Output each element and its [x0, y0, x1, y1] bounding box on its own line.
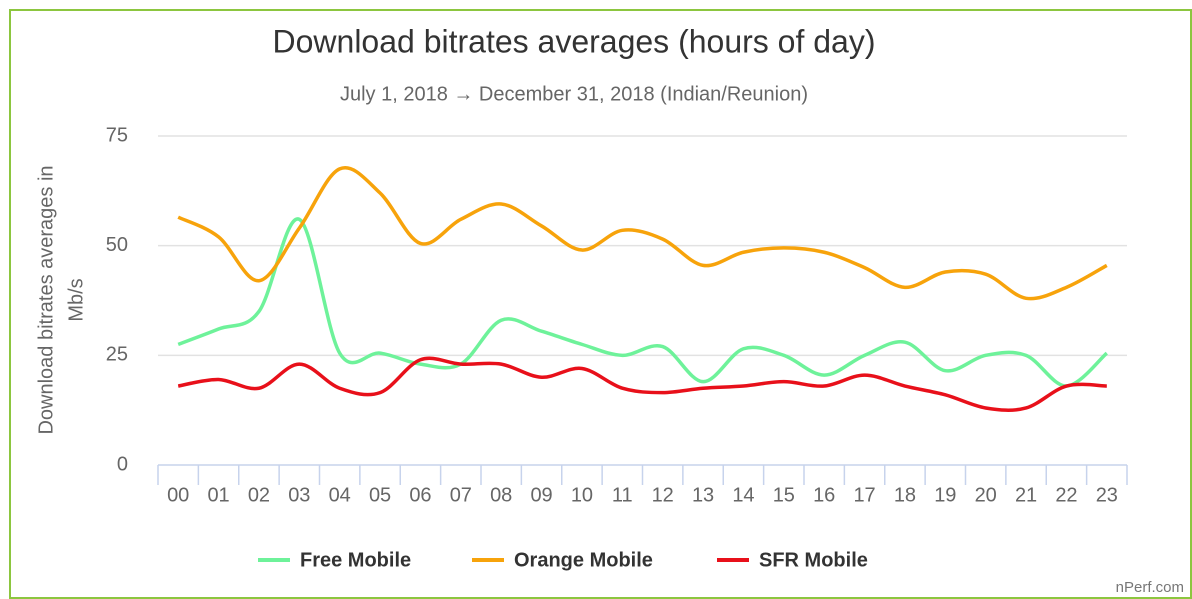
y-tick-label: 25 — [106, 344, 128, 366]
x-tick-label: 23 — [1096, 484, 1118, 506]
watermark: nPerf.com — [1116, 579, 1184, 596]
x-tick-label: 13 — [692, 484, 714, 506]
x-tick-label: 22 — [1055, 484, 1077, 506]
x-tick-label: 18 — [894, 484, 916, 506]
x-tick-label: 21 — [1015, 484, 1037, 506]
legend-label: Free Mobile — [300, 549, 411, 571]
legend-label: SFR Mobile — [759, 549, 868, 571]
legend-label: Orange Mobile — [514, 549, 653, 571]
line — [177, 166, 1108, 301]
x-tick-label: 04 — [329, 484, 351, 506]
x-tick-label: 20 — [975, 484, 997, 506]
x-tick-label: 17 — [853, 484, 875, 506]
x-tick-label: 05 — [369, 484, 391, 506]
x-tick-label: 11 — [612, 484, 633, 506]
y-tick-label: 0 — [117, 453, 128, 475]
x-tick-label: 12 — [652, 484, 674, 506]
y-tick-label: 75 — [106, 124, 128, 146]
x-tick-label: 06 — [409, 484, 431, 506]
x-tick-label: 03 — [288, 484, 310, 506]
y-axis-label: Download bitrates averages in — [35, 165, 57, 434]
x-tick-label: 07 — [450, 484, 472, 506]
chart-border — [9, 9, 1192, 599]
x-tick-label: 19 — [934, 484, 956, 506]
x-tick-label: 00 — [167, 484, 189, 506]
line — [177, 217, 1108, 388]
x-tick-label: 02 — [248, 484, 270, 506]
x-tick-label: 08 — [490, 484, 512, 506]
line — [177, 356, 1107, 412]
x-tick-label: 15 — [773, 484, 795, 506]
chart-title: Download bitrates averages (hours of day… — [273, 23, 876, 59]
x-tick-label: 16 — [813, 484, 835, 506]
x-tick-label: 09 — [530, 484, 552, 506]
x-tick-label: 14 — [732, 484, 754, 506]
x-tick-label: 01 — [207, 484, 229, 506]
y-axis-label: Mb/s — [65, 278, 87, 321]
x-tick-label: 10 — [571, 484, 593, 506]
y-tick-label: 50 — [106, 234, 128, 256]
chart-subtitle: July 1, 2018 → December 31, 2018 (Indian… — [340, 83, 808, 105]
